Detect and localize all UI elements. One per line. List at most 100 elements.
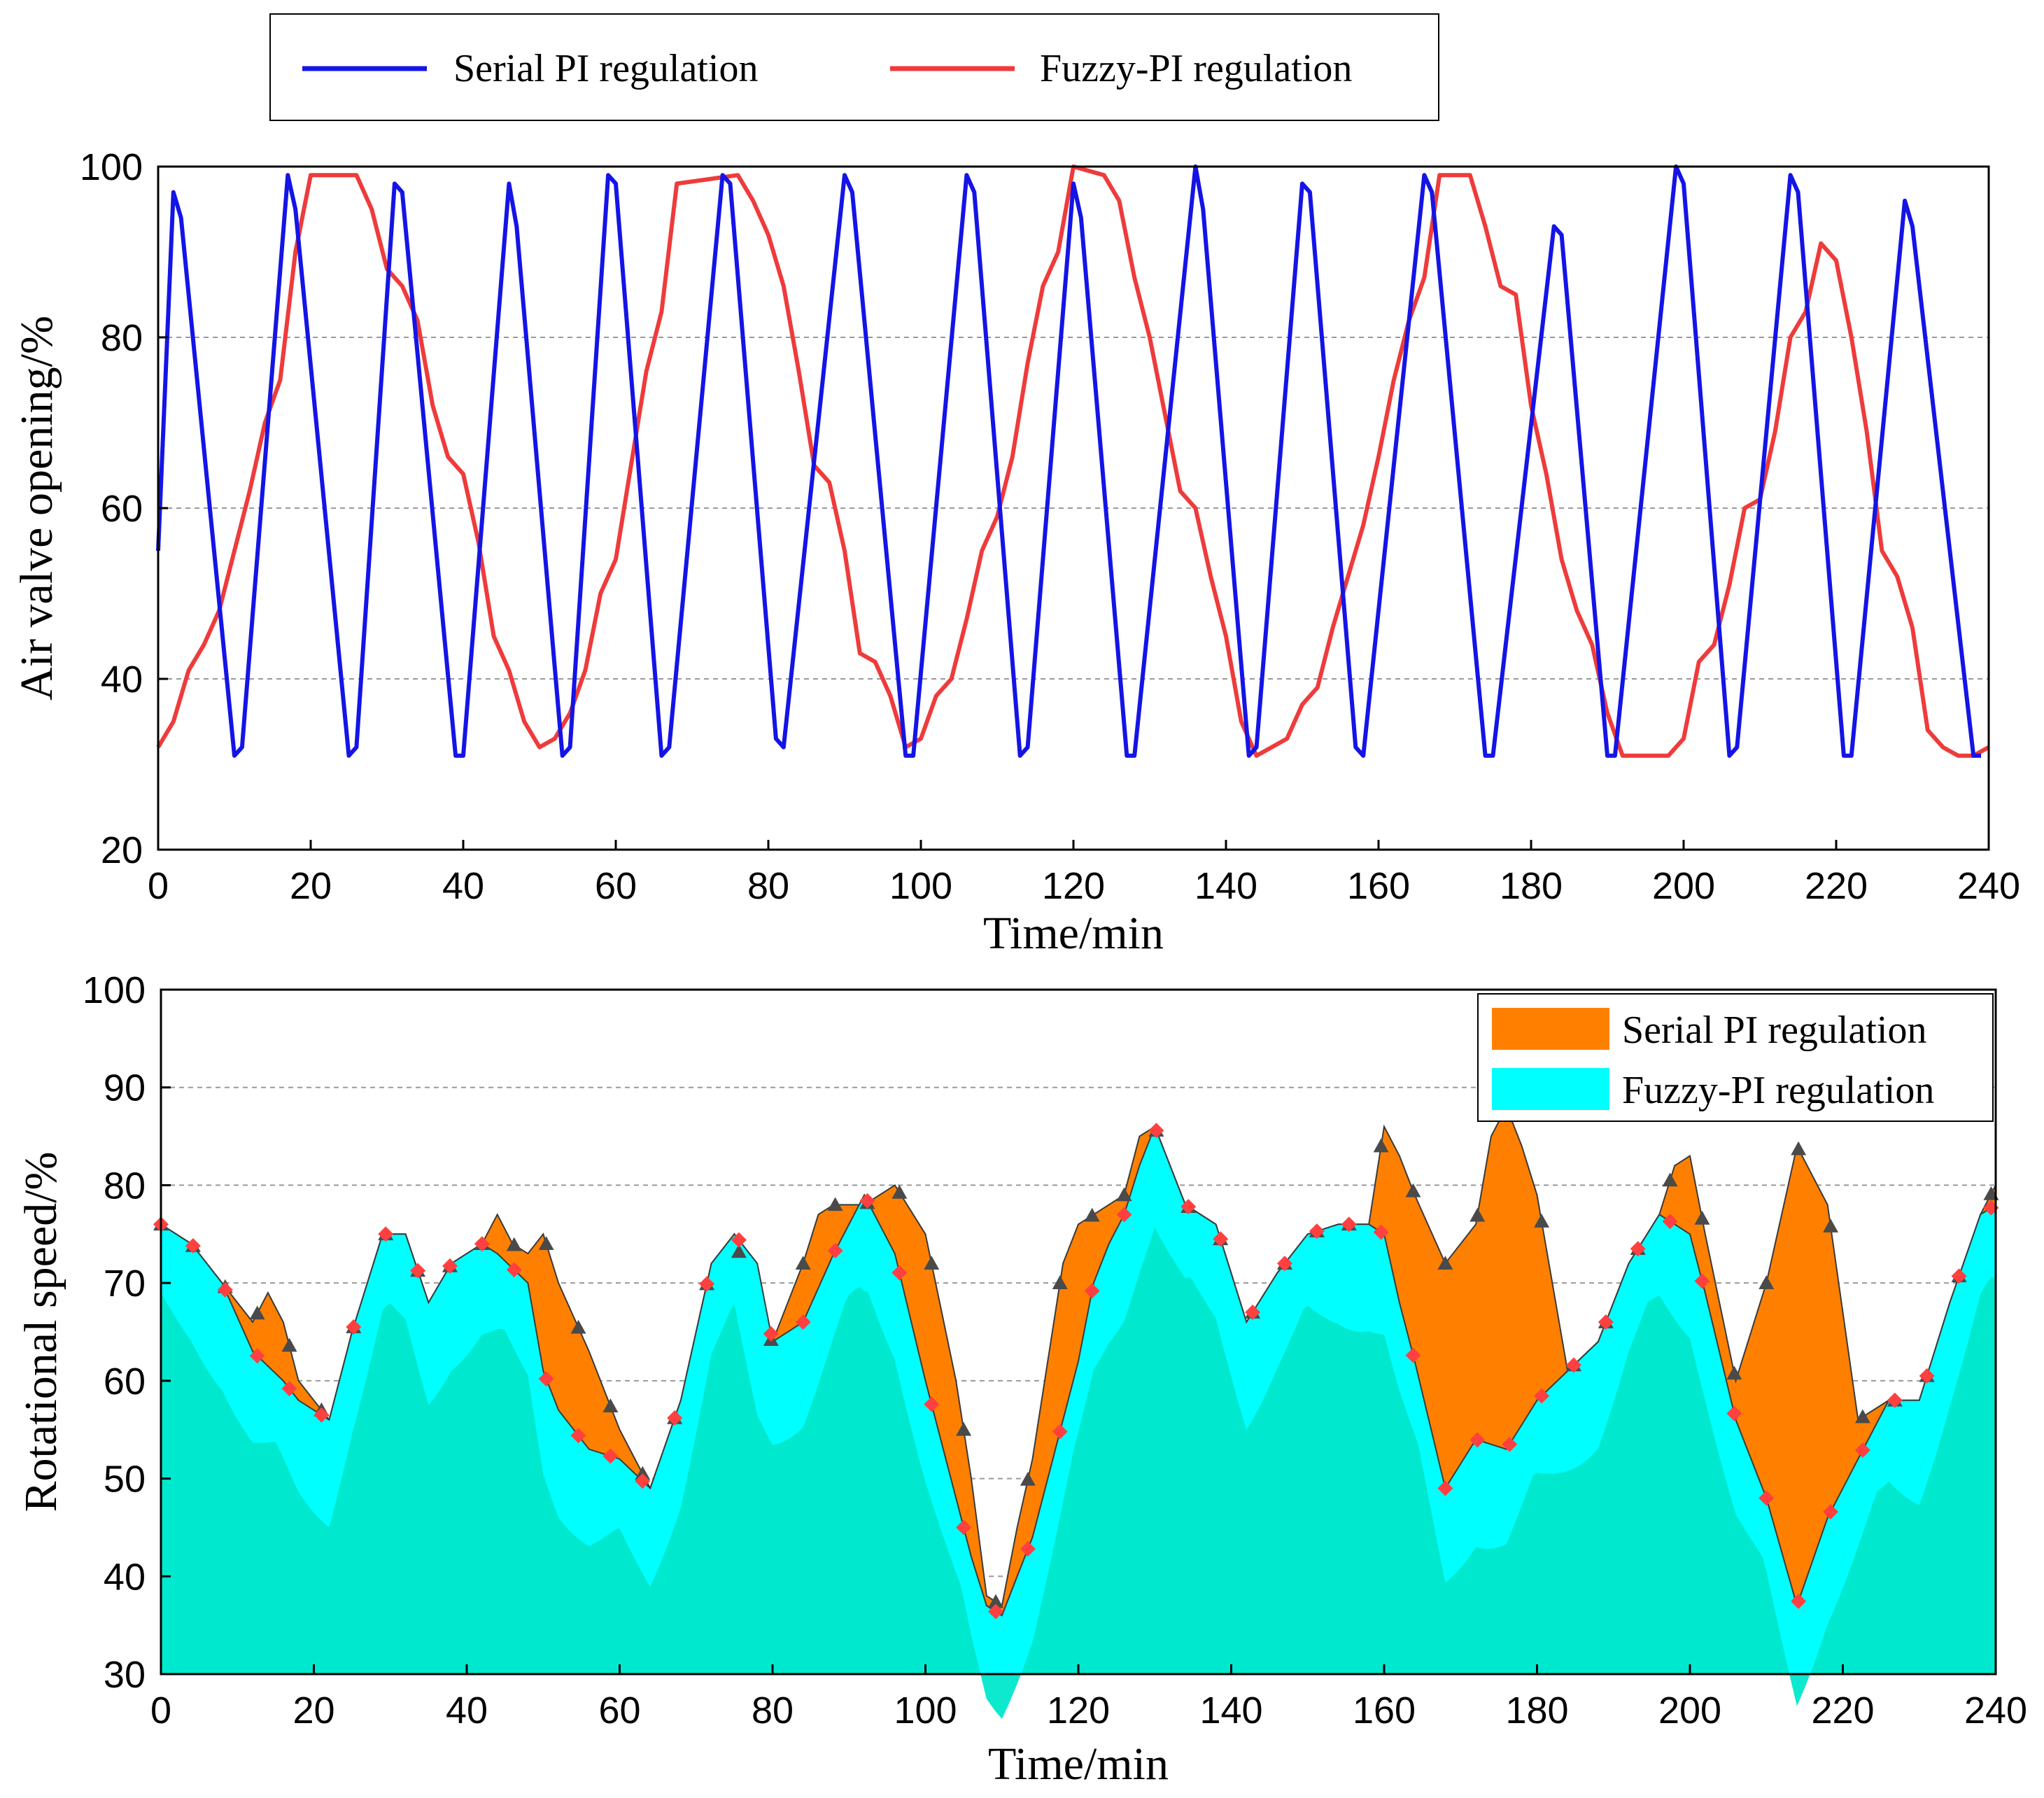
fuzzy-diamond-marker	[1245, 1305, 1261, 1321]
serial-triangle-marker	[1791, 1141, 1807, 1156]
fuzzy-diamond-marker	[506, 1262, 522, 1278]
legend-swatch-serial-area	[1492, 1008, 1609, 1050]
fuzzy-diamond-marker	[1437, 1480, 1453, 1496]
fuzzy-diamond-marker	[1373, 1224, 1389, 1240]
serial-triangle-marker	[956, 1421, 972, 1436]
valve-x-tick-label: 20	[290, 865, 332, 907]
overlap-area	[161, 1227, 1996, 1719]
serial-triangle-marker	[1373, 1138, 1389, 1153]
serial-triangle-marker	[635, 1466, 651, 1480]
serial-triangle-marker	[1052, 1275, 1068, 1289]
speed-chart-areas	[160, 1105, 1996, 1719]
speed-chart-y-ticks: 30 40 50 60 70 80 90 100	[83, 969, 171, 1696]
fuzzy-diamond-marker	[795, 1314, 811, 1330]
fuzzy-diamond-marker	[1887, 1392, 1903, 1408]
speed-y-tick-label: 30	[104, 1654, 146, 1696]
valve-chart-x-axis-label: Time/min	[983, 908, 1164, 959]
fuzzy-diamond-marker	[988, 1603, 1004, 1620]
serial-triangle-marker	[1854, 1409, 1870, 1424]
serial-triangle-marker	[1758, 1275, 1775, 1289]
serial-triangle-marker	[506, 1237, 522, 1251]
fuzzy-diamond-marker	[635, 1473, 651, 1489]
fuzzy-diamond-marker	[1726, 1405, 1742, 1421]
fuzzy-diamond-marker	[924, 1396, 940, 1412]
valve-x-tick-label: 100	[889, 865, 952, 907]
fuzzy-diamond-marker	[185, 1238, 201, 1254]
fuzzy-diamond-marker	[442, 1258, 458, 1274]
speed-x-tick-label: 140	[1199, 1690, 1262, 1732]
fuzzy-diamond-marker	[1180, 1199, 1197, 1215]
speed-x-tick-label: 40	[446, 1690, 488, 1732]
fuzzy-diamond-marker	[1084, 1283, 1100, 1299]
speed-x-tick-label: 0	[150, 1690, 171, 1732]
fuzzy-diamond-marker	[1405, 1347, 1421, 1363]
speed-y-tick-label: 60	[104, 1361, 146, 1403]
fuzzy-diamond-marker	[1854, 1442, 1870, 1459]
valve-y-tick-label: 80	[101, 317, 143, 359]
top-legend-box	[269, 13, 1439, 121]
fuzzy-diamond-marker	[956, 1519, 972, 1536]
fuzzy-diamond-marker	[602, 1448, 619, 1464]
fuzzy-diamond-marker	[410, 1263, 426, 1279]
legend-label-serial-area: Serial PI regulation	[1622, 1009, 1926, 1052]
serial-triangle-marker	[1020, 1471, 1036, 1486]
serial-triangle-marker	[570, 1319, 586, 1334]
fuzzy-diamond-marker	[1309, 1223, 1325, 1239]
speed-y-tick-label: 40	[104, 1556, 146, 1598]
fuzzy-diamond-marker	[1694, 1273, 1710, 1289]
fuzzy-diamond-marker	[1791, 1593, 1807, 1609]
valve-chart: 0 20 40 60 80 100 120 140 160 180 200 220 240 204060…	[11, 146, 2020, 959]
legend-swatch-fuzzy-area	[1492, 1068, 1609, 1110]
fuzzy-diamond-marker	[1758, 1490, 1775, 1506]
serial-triangle-marker	[988, 1594, 1004, 1608]
serial-triangle-marker	[1694, 1210, 1710, 1225]
speed-x-tick-label: 220	[1811, 1690, 1874, 1732]
legend-label-fuzzy: Fuzzy-PI regulation	[1040, 47, 1352, 90]
fuzzy-diamond-marker	[570, 1428, 586, 1444]
speed-chart: 0 20 40 60 80 100 120 140 160 180 200 220 240 30 40 50…	[15, 969, 2027, 1790]
fuzzy-diamond-marker	[859, 1193, 875, 1209]
valve-y-tick-label: 100	[80, 146, 143, 188]
valve-chart-series	[156, 164, 1990, 758]
serial-triangle-marker	[1534, 1214, 1550, 1228]
fuzzy-diamond-marker	[1534, 1388, 1550, 1404]
fuzzy-diamond-marker	[249, 1348, 265, 1364]
valve-y-tick-label: 40	[101, 659, 143, 701]
serial-pi-line	[156, 164, 1982, 758]
serial-triangle-marker	[795, 1256, 811, 1270]
top-legend: Serial PI regulation Fuzzy-PI regulation	[269, 13, 1439, 121]
fuzzy-diamond-marker	[1052, 1424, 1068, 1440]
serial-triangle-marker	[1116, 1187, 1132, 1202]
valve-chart-y-axis-label: Air valve opening/%	[11, 316, 62, 701]
serial-triangle-marker	[1437, 1256, 1453, 1270]
serial-triangle-marker	[602, 1398, 619, 1412]
valve-chart-y-ticks: 20 40 60 80 100	[80, 146, 168, 871]
fuzzy-diamond-marker	[281, 1381, 297, 1397]
fuzzy-diamond-marker	[1565, 1357, 1581, 1373]
fuzzy-diamond-marker	[667, 1410, 683, 1426]
serial-triangle-marker	[827, 1197, 843, 1211]
speed-x-tick-label: 20	[292, 1690, 334, 1732]
serial-triangle-marker	[249, 1305, 265, 1320]
valve-x-tick-label: 80	[747, 865, 789, 907]
fuzzy-diamond-marker	[827, 1243, 843, 1259]
serial-triangle-marker	[891, 1184, 908, 1199]
speed-y-tick-label: 80	[104, 1165, 146, 1207]
valve-y-tick-label: 20	[101, 829, 143, 871]
serial-triangle-marker	[281, 1337, 297, 1352]
speed-x-tick-label: 80	[752, 1690, 794, 1732]
speed-x-tick-label: 240	[1964, 1690, 2027, 1732]
speed-x-tick-label: 180	[1505, 1690, 1568, 1732]
valve-x-tick-label: 0	[148, 865, 169, 907]
fuzzy-diamond-marker	[1148, 1123, 1164, 1139]
fuzzy-pi-line	[156, 164, 1990, 758]
speed-chart-x-ticks: 0 20 40 60 80 100 120 140 160 180 200 220 240	[150, 1664, 2027, 1732]
fuzzy-diamond-marker	[1662, 1214, 1678, 1230]
fuzzy-diamond-marker	[1020, 1541, 1036, 1557]
valve-x-tick-label: 200	[1652, 865, 1715, 907]
fuzzy-diamond-marker	[538, 1371, 554, 1387]
speed-y-tick-label: 100	[83, 969, 146, 1011]
speed-legend: Serial PI regulation Fuzzy-PI regulation	[1477, 993, 1994, 1122]
speed-chart-y-axis-label: Rotational speed/%	[15, 1151, 66, 1512]
